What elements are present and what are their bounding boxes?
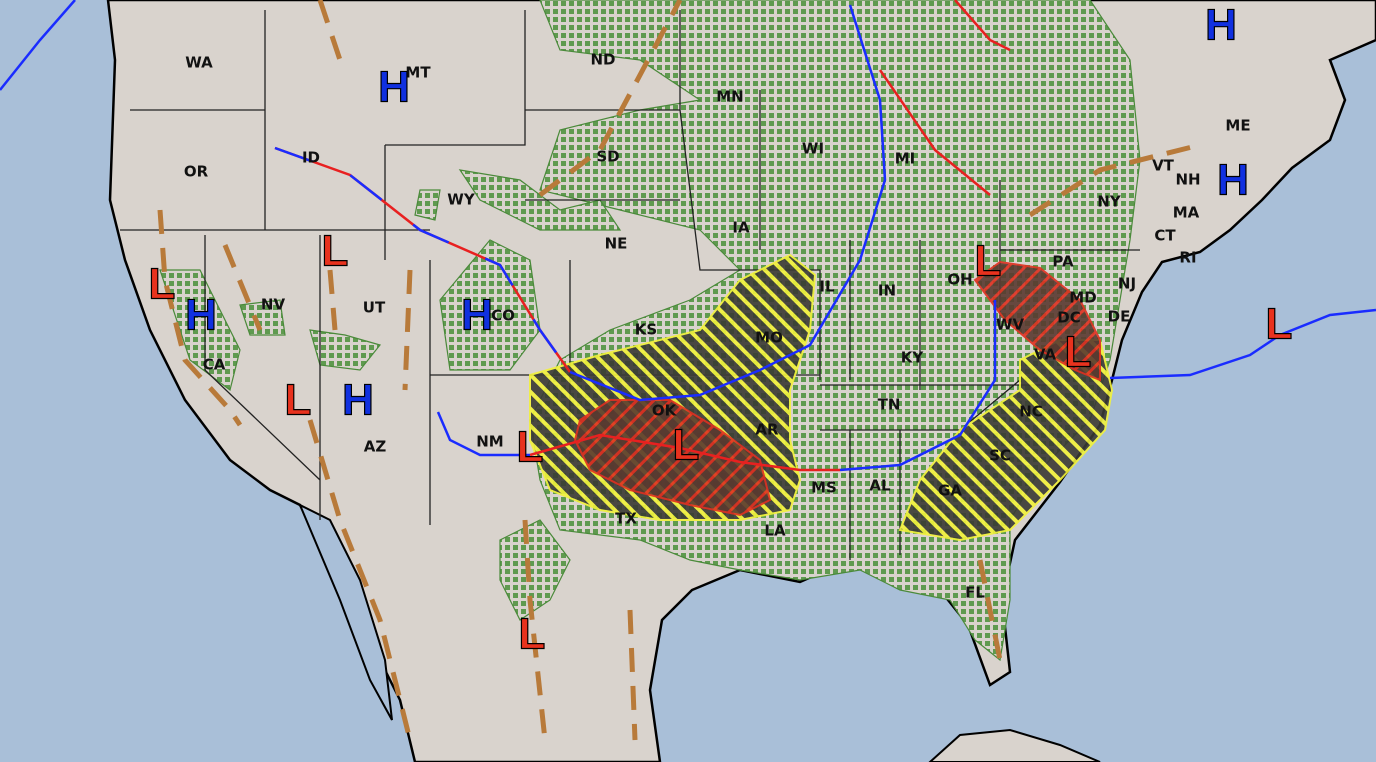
low-pressure-center: L bbox=[1266, 300, 1293, 349]
high-pressure-center: H bbox=[1217, 156, 1249, 205]
cold-front-plains bbox=[569, 4, 887, 402]
state-label-ky: KY bbox=[901, 349, 925, 367]
state-label-ny: NY bbox=[1097, 193, 1122, 211]
fronts bbox=[0, 0, 1376, 472]
state-label-tn: TN bbox=[878, 396, 901, 414]
cold-front-northwest bbox=[0, 0, 76, 91]
state-label-wv: WV bbox=[996, 316, 1025, 334]
state-label-ri: RI bbox=[1179, 249, 1196, 267]
cold-front-southeast bbox=[839, 300, 997, 472]
warm-front-great-lakes bbox=[878, 69, 991, 196]
severe-risk-enhanced bbox=[573, 260, 1101, 517]
state-label-nv: NV bbox=[261, 296, 286, 314]
high-pressure-center: H bbox=[378, 63, 410, 112]
state-label-mn: MN bbox=[716, 88, 743, 106]
state-label-ca: CA bbox=[203, 356, 226, 374]
state-label-ok: OK bbox=[652, 402, 678, 420]
state-label-or: OR bbox=[184, 163, 209, 181]
state-label-al: AL bbox=[869, 477, 891, 495]
state-label-ct: CT bbox=[1154, 227, 1176, 245]
high-pressure-center: H bbox=[461, 291, 493, 340]
low-pressure-center: L bbox=[517, 423, 544, 472]
low-pressure-center: L bbox=[975, 237, 1002, 286]
low-pressure-center: L bbox=[519, 610, 546, 659]
state-label-in: IN bbox=[878, 282, 896, 300]
state-label-mi: MI bbox=[895, 150, 916, 168]
stationary-front-atlantic bbox=[1109, 308, 1376, 380]
state-label-de: DE bbox=[1108, 308, 1131, 326]
low-pressure-center: L bbox=[149, 260, 176, 309]
low-pressure-center: L bbox=[1065, 328, 1092, 377]
state-label-tx: TX bbox=[615, 510, 637, 528]
state-label-co: CO bbox=[491, 307, 515, 325]
state-label-oh: OH bbox=[947, 271, 972, 289]
state-label-nm: NM bbox=[476, 433, 503, 451]
state-label-wy: WY bbox=[447, 191, 476, 209]
state-label-ma: MA bbox=[1173, 204, 1200, 222]
state-label-sd: SD bbox=[596, 148, 619, 166]
state-label-nh: NH bbox=[1175, 171, 1200, 189]
state-label-md: MD bbox=[1069, 289, 1096, 307]
state-label-ms: MS bbox=[811, 479, 837, 497]
troughs bbox=[157, 0, 1201, 741]
stationary-front-west-cold bbox=[274, 146, 572, 373]
low-pressure-center: L bbox=[322, 227, 349, 276]
state-label-la: LA bbox=[764, 522, 786, 540]
state-label-nj: NJ bbox=[1118, 275, 1136, 293]
state-label-ut: UT bbox=[363, 299, 386, 317]
state-borders bbox=[120, 10, 1140, 560]
state-label-ks: KS bbox=[635, 321, 657, 339]
high-pressure-center: H bbox=[1205, 1, 1237, 50]
state-label-nd: ND bbox=[590, 51, 615, 69]
state-label-az: AZ bbox=[364, 438, 387, 456]
state-label-id: ID bbox=[302, 149, 320, 167]
state-label-nc: NC bbox=[1019, 403, 1043, 421]
low-pressure-center: L bbox=[285, 376, 312, 425]
gulf-of-california bbox=[298, 502, 393, 721]
warm-front-canada bbox=[954, 0, 1011, 52]
warm-front-south bbox=[529, 433, 840, 472]
state-label-wa: WA bbox=[185, 54, 213, 72]
state-label-sc: SC bbox=[989, 447, 1011, 465]
state-label-vt: VT bbox=[1152, 157, 1175, 175]
state-label-dc: DC bbox=[1057, 309, 1080, 327]
low-pressure-center: L bbox=[673, 421, 700, 470]
state-label-me: ME bbox=[1225, 117, 1250, 135]
state-label-fl: FL bbox=[965, 584, 985, 602]
state-label-il: IL bbox=[819, 278, 835, 296]
cuba bbox=[928, 728, 1101, 762]
state-label-ar: AR bbox=[755, 421, 779, 439]
state-label-wi: WI bbox=[802, 140, 824, 158]
state-label-ne: NE bbox=[605, 235, 628, 253]
state-label-pa: PA bbox=[1052, 253, 1074, 271]
state-label-ga: GA bbox=[938, 482, 962, 500]
state-label-va: VA bbox=[1034, 346, 1057, 364]
cold-front-nm bbox=[436, 411, 530, 457]
state-label-ia: IA bbox=[732, 219, 750, 237]
state-label-mt: MT bbox=[405, 64, 431, 82]
high-pressure-center: H bbox=[342, 376, 374, 425]
state-label-mo: MO bbox=[755, 329, 783, 347]
high-pressure-center: H bbox=[185, 291, 217, 340]
